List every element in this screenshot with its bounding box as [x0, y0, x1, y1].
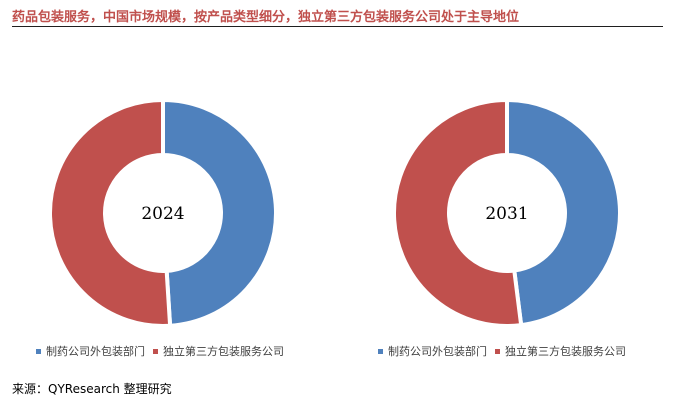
legend-item-pharma: 制药公司外包装部门: [36, 343, 145, 359]
legend-swatch-pharma: [378, 348, 383, 354]
page-title: 药品包装服务，中国市场规模，按产品类型细分，独立第三方包装服务公司处于主导地位: [12, 10, 520, 25]
slice-pharma: [161, 97, 278, 328]
center-year-label: 2031: [485, 204, 528, 224]
slice-pharma: [505, 97, 622, 328]
legend-item-third-party: 独立第三方包装服务公司: [153, 343, 284, 359]
donut-chart-2024: 2024: [48, 97, 278, 328]
slice-third-party: [392, 97, 524, 328]
legend-2024: 制药公司外包装部门 独立第三方包装服务公司: [36, 343, 292, 359]
donut-chart-2031: 2031: [392, 97, 622, 328]
title-divider: [12, 26, 663, 27]
legend-label-pharma: 制药公司外包装部门: [46, 345, 145, 358]
source-note: 来源：QYResearch 整理研究: [12, 382, 172, 396]
legend-swatch-third-party: [153, 348, 158, 354]
legend-item-pharma: 制药公司外包装部门: [378, 343, 487, 359]
center-year-label: 2024: [141, 204, 184, 224]
slice-third-party: [48, 97, 173, 328]
legend-item-third-party: 独立第三方包装服务公司: [495, 343, 626, 359]
legend-swatch-pharma: [36, 348, 41, 354]
legend-label-third-party: 独立第三方包装服务公司: [505, 345, 626, 358]
legend-label-third-party: 独立第三方包装服务公司: [163, 345, 284, 358]
legend-swatch-third-party: [495, 348, 500, 354]
legend-2031: 制药公司外包装部门 独立第三方包装服务公司: [378, 343, 634, 359]
legend-label-pharma: 制药公司外包装部门: [388, 345, 487, 358]
